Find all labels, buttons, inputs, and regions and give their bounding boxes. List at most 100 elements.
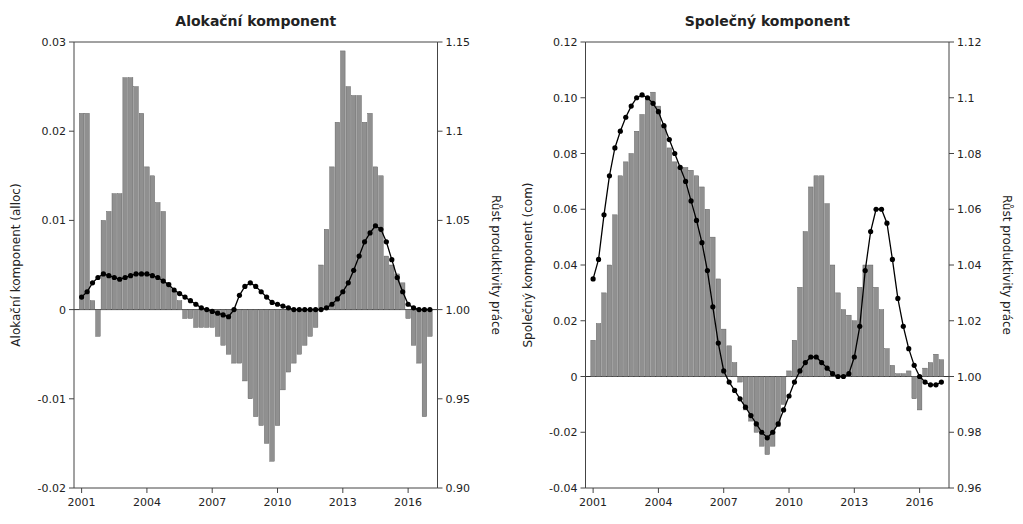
point: [591, 276, 596, 281]
y-tick: [581, 42, 586, 43]
y-tick-label: 0.02: [42, 125, 67, 138]
bar: [335, 122, 340, 309]
chart-title: Společný komponent: [685, 13, 850, 29]
point: [683, 179, 688, 184]
bar: [324, 229, 329, 309]
y-tick: [581, 376, 586, 377]
bar: [210, 310, 215, 328]
y2-tick: [438, 220, 443, 221]
point: [618, 129, 623, 134]
x-tick: [854, 488, 855, 493]
bar: [716, 279, 721, 377]
y-tick: [581, 432, 586, 433]
point: [688, 198, 693, 203]
y2-tick-label: 1.12: [957, 36, 982, 49]
y-tick-label: 0.04: [553, 259, 578, 272]
point: [873, 207, 878, 212]
bar: [390, 265, 395, 310]
bar: [161, 211, 166, 309]
bar: [808, 187, 813, 377]
bar: [194, 310, 199, 328]
x-tick: [789, 488, 790, 493]
point: [716, 340, 721, 345]
point: [280, 303, 285, 308]
y-tick: [581, 97, 586, 98]
point: [389, 257, 394, 262]
y-tick: [581, 209, 586, 210]
point: [699, 240, 704, 245]
point: [378, 227, 383, 232]
point: [427, 307, 432, 312]
bar: [270, 310, 275, 462]
point: [406, 302, 411, 307]
bar: [934, 354, 939, 376]
point: [269, 300, 274, 305]
point: [759, 430, 764, 435]
point: [770, 430, 775, 435]
point: [139, 271, 144, 276]
bar: [264, 310, 269, 444]
y2-axis-label: Růst produktivity práce: [489, 195, 503, 335]
x-tick: [658, 488, 659, 493]
point: [917, 374, 922, 379]
bar: [107, 211, 112, 309]
point: [177, 291, 182, 296]
bar: [879, 310, 884, 377]
point: [814, 354, 819, 359]
bar: [787, 371, 792, 377]
point: [895, 296, 900, 301]
point: [150, 273, 155, 278]
bar: [754, 377, 759, 433]
bar: [384, 256, 389, 310]
bar: [297, 310, 302, 355]
y2-tick: [949, 153, 954, 154]
bar: [112, 194, 117, 310]
point: [340, 289, 345, 294]
bar: [781, 377, 786, 405]
bar: [596, 324, 601, 377]
y2-tick-label: 1.04: [957, 259, 982, 272]
bar: [232, 310, 237, 364]
bar: [602, 293, 607, 377]
bar: [373, 167, 378, 310]
point: [846, 371, 851, 376]
point: [324, 305, 329, 310]
bar: [243, 310, 248, 381]
bar: [721, 329, 726, 376]
point: [705, 268, 710, 273]
point: [422, 307, 427, 312]
y2-axis-line: [437, 42, 438, 488]
bar: [123, 78, 128, 310]
axes: 200120042007201020132016-0.04-0.0200.020…: [549, 36, 981, 509]
point: [933, 382, 938, 387]
point: [678, 165, 683, 170]
bar: [226, 310, 231, 355]
point: [650, 101, 655, 106]
bar: [188, 310, 193, 319]
bar: [428, 310, 433, 337]
x-tick: [408, 488, 409, 493]
point: [634, 95, 639, 100]
bar: [237, 310, 242, 364]
bar: [204, 310, 209, 328]
y-tick-label: 0.03: [42, 36, 67, 49]
y2-tick-label: 1.06: [957, 203, 982, 216]
point: [623, 115, 628, 120]
point: [754, 421, 759, 426]
y-axis-label: Společný komponent (com): [521, 182, 535, 347]
bar: [286, 310, 291, 372]
y2-axis-label: Růst produktivity práce: [1000, 195, 1014, 335]
point: [890, 257, 895, 262]
y-tick-label: 0.10: [553, 92, 578, 105]
plot-area: [74, 51, 438, 461]
bar: [308, 310, 313, 337]
bar: [765, 377, 770, 455]
y2-tick-label: 0.98: [957, 426, 982, 439]
point: [95, 275, 100, 280]
top-frame-line: [74, 42, 438, 43]
bar: [362, 122, 367, 309]
point: [835, 374, 840, 379]
bar: [917, 377, 922, 410]
point: [84, 289, 89, 294]
bar: [749, 377, 754, 422]
